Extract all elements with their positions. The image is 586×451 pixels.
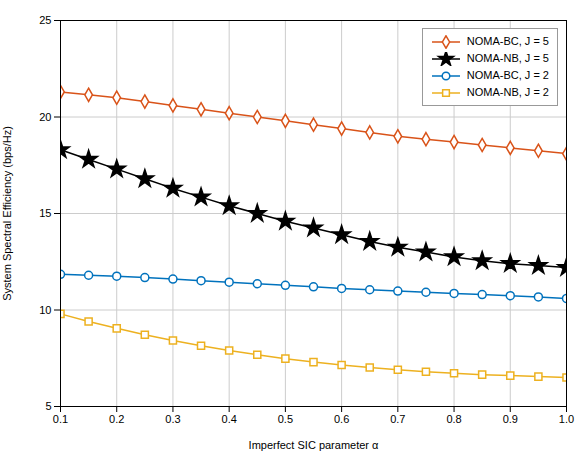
svg-text:10: 10 <box>39 304 51 316</box>
svg-text:0.6: 0.6 <box>334 413 349 425</box>
svg-text:25: 25 <box>39 14 51 26</box>
svg-text:0.8: 0.8 <box>446 413 461 425</box>
svg-text:5: 5 <box>45 400 51 412</box>
svg-text:0.7: 0.7 <box>390 413 405 425</box>
html-text:NOMA-BC, J = 5: NOMA-BC, J = 5 <box>466 35 549 47</box>
svg-text:20: 20 <box>39 111 51 123</box>
html-text:NOMA-NB, J = 5: NOMA-NB, J = 5 <box>466 52 549 64</box>
svg-text:15: 15 <box>39 207 51 219</box>
svg-text:0.5: 0.5 <box>278 413 293 425</box>
svg-text:1.0: 1.0 <box>559 413 574 425</box>
svg-text:Imperfect SIC parameter α: Imperfect SIC parameter α <box>249 439 379 451</box>
svg-text:0.4: 0.4 <box>222 413 237 425</box>
svg-text:0.9: 0.9 <box>503 413 518 425</box>
svg-text:0.2: 0.2 <box>109 413 124 425</box>
html-text:NOMA-NB, J = 2: NOMA-NB, J = 2 <box>466 86 549 98</box>
svg-text:0.1: 0.1 <box>53 413 68 425</box>
svg-text:0.3: 0.3 <box>165 413 180 425</box>
html-text:NOMA-BC, J = 2: NOMA-BC, J = 2 <box>466 69 549 81</box>
svg-text:System Spectral Efficiency (bp: System Spectral Efficiency (bps/Hz) <box>1 126 13 301</box>
